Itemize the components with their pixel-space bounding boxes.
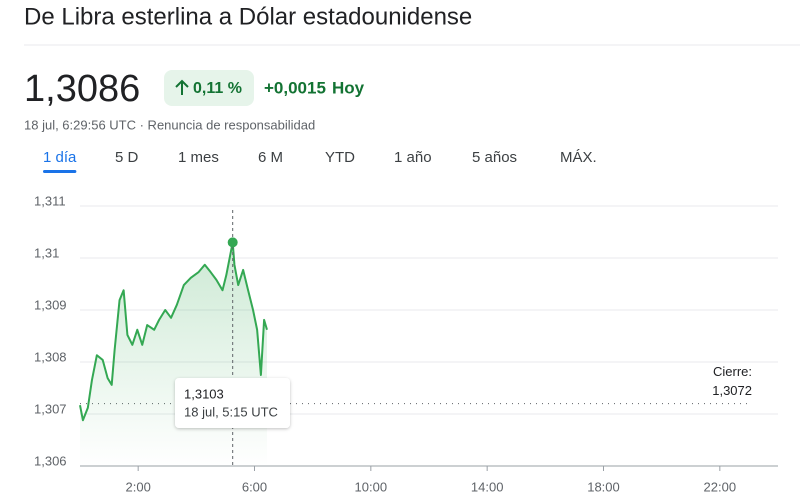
change-period: Hoy xyxy=(332,78,365,97)
previous-close-value: 1,3072 xyxy=(712,383,752,398)
y-tick-label: 1,307 xyxy=(34,401,67,416)
x-tick-label: 2:00 xyxy=(126,479,151,494)
y-tick-label: 1,311 xyxy=(34,193,66,208)
up-arrow xyxy=(175,79,189,95)
change-abs: +0,0015 xyxy=(264,78,326,97)
title: De Libra esterlina a Dólar estadounidens… xyxy=(24,3,472,30)
y-tick-label: 1,306 xyxy=(34,453,67,468)
tooltip-time: 18 jul, 5:15 UTC xyxy=(184,404,278,419)
range-tab[interactable]: 6 M xyxy=(258,149,283,166)
timestamp: 18 jul, 6:29:56 UTC · Renuncia de respon… xyxy=(24,117,315,132)
chart: 1,306 1,307 1,308 1,309 1,31 1,311 2:00 6:00 10:… xyxy=(34,193,778,494)
x-tick-label: 14:00 xyxy=(471,479,504,494)
range-tab[interactable]: 1 mes xyxy=(178,149,219,166)
range-tab[interactable]: YTD xyxy=(325,149,355,166)
tooltip-box xyxy=(175,378,290,428)
change-pill xyxy=(164,70,254,106)
range-tabs: 1 día 5 D 1 mes 6 M YTD 1 año 5 años MÁX. xyxy=(43,149,597,173)
range-tab[interactable]: MÁX. xyxy=(560,149,597,166)
tab-underline xyxy=(43,170,77,173)
x-tick-label: 22:00 xyxy=(704,479,737,494)
change-pct: 0,11 % xyxy=(193,80,242,97)
hover-point xyxy=(227,237,238,248)
range-tab[interactable]: 1 día xyxy=(43,149,77,166)
range-tab[interactable]: 5 años xyxy=(472,149,517,166)
price: 1,3086 xyxy=(24,68,140,110)
x-tick-label: 18:00 xyxy=(587,479,620,494)
y-tick-label: 1,308 xyxy=(34,349,67,364)
range-tab[interactable]: 1 año xyxy=(394,149,432,166)
y-tick-label: 1,31 xyxy=(34,245,59,260)
x-tick-label: 10:00 xyxy=(355,479,388,494)
range-tab[interactable]: 5 D xyxy=(115,149,139,166)
x-tick-label: 6:00 xyxy=(242,479,267,494)
area xyxy=(80,242,268,466)
previous-close-label: Cierre: xyxy=(713,364,752,379)
line xyxy=(79,241,268,422)
tooltip-value: 1,3103 xyxy=(184,386,224,401)
y-tick-label: 1,309 xyxy=(34,297,67,312)
